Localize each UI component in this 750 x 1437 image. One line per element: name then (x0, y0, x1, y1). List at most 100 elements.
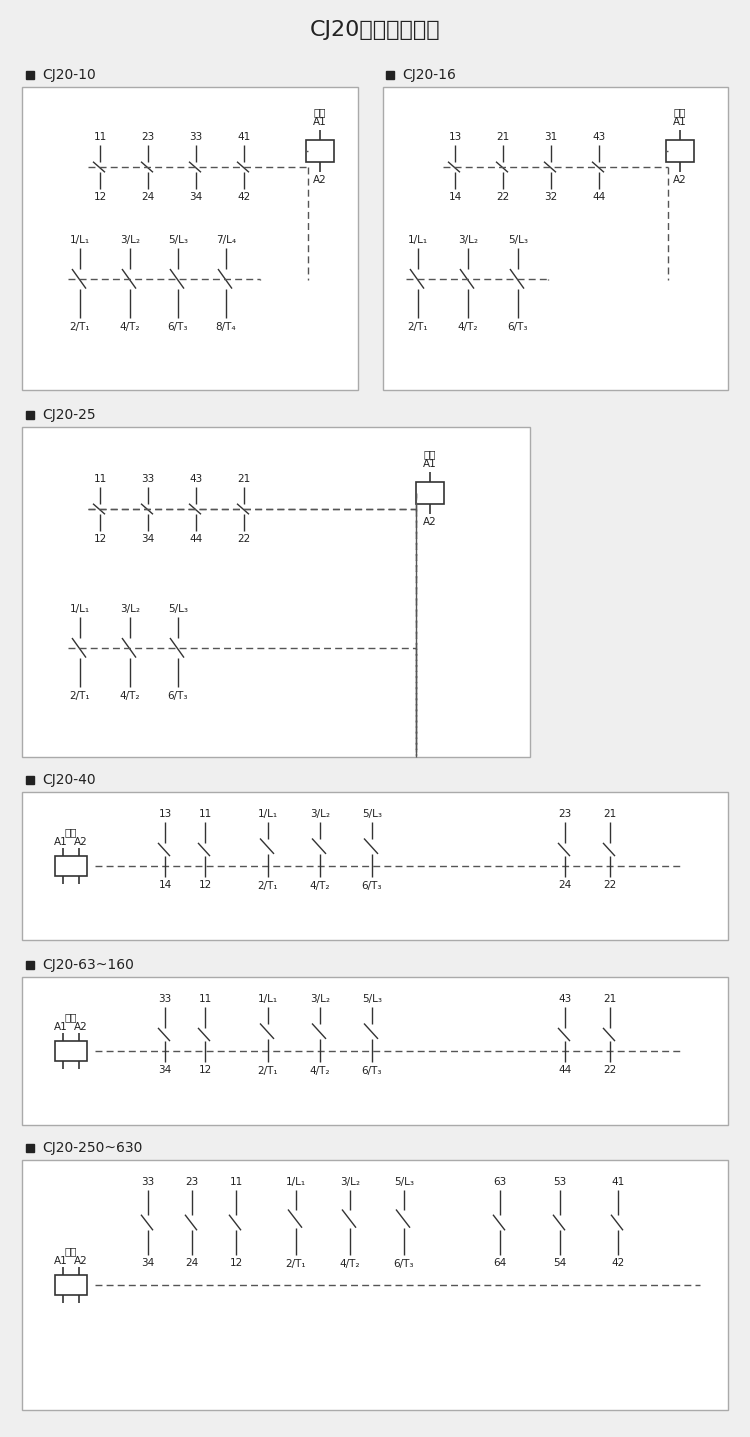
Bar (306, 139, 334, 162)
Text: 6/T₃: 6/T₃ (508, 322, 528, 332)
Text: 4/T₂: 4/T₂ (310, 881, 330, 891)
Text: 24: 24 (185, 1257, 199, 1267)
Text: 6/T₃: 6/T₃ (394, 1259, 414, 1269)
Bar (383, 88, 728, 389)
Text: 2/T₁: 2/T₁ (70, 322, 90, 332)
Text: 5/L₃: 5/L₃ (168, 236, 188, 244)
Text: 21: 21 (237, 474, 250, 484)
Text: 2/T₁: 2/T₁ (258, 1066, 278, 1076)
Text: 3/L₂: 3/L₂ (340, 1177, 360, 1187)
Text: 33: 33 (141, 1177, 154, 1187)
Text: 43: 43 (189, 474, 202, 484)
Text: A1: A1 (54, 836, 68, 846)
Text: 44: 44 (592, 193, 606, 203)
Text: 12: 12 (198, 879, 211, 890)
Text: 53: 53 (554, 1177, 567, 1187)
Text: A2: A2 (674, 175, 687, 185)
Text: 54: 54 (554, 1257, 567, 1267)
Text: 4/T₂: 4/T₂ (458, 322, 478, 332)
Text: CJ20-25: CJ20-25 (42, 408, 96, 422)
Text: 32: 32 (544, 193, 557, 203)
Text: 33: 33 (189, 132, 202, 142)
Text: 电源: 电源 (424, 448, 436, 458)
Text: 34: 34 (189, 193, 202, 203)
Text: A2: A2 (74, 1022, 88, 1032)
Text: CJ20接触器接线图: CJ20接触器接线图 (310, 20, 440, 40)
Text: 12: 12 (93, 535, 106, 545)
Text: 24: 24 (141, 193, 154, 203)
Text: 43: 43 (558, 994, 572, 1004)
Text: CJ20-16: CJ20-16 (402, 68, 456, 82)
Text: 23: 23 (558, 809, 572, 819)
Text: 34: 34 (158, 1065, 172, 1075)
Text: A1: A1 (423, 458, 436, 468)
Text: 1/L₁: 1/L₁ (408, 236, 428, 244)
Text: 电源: 电源 (64, 1246, 77, 1256)
Text: 14: 14 (158, 879, 172, 890)
Text: 11: 11 (198, 994, 211, 1004)
Text: 电源: 电源 (674, 106, 686, 116)
Text: 2/T₁: 2/T₁ (258, 881, 278, 891)
Text: 22: 22 (603, 879, 616, 890)
Text: 4/T₂: 4/T₂ (120, 691, 140, 701)
Bar (666, 139, 694, 162)
Text: 3/L₂: 3/L₂ (458, 236, 478, 244)
Text: 23: 23 (141, 132, 154, 142)
Text: 12: 12 (93, 193, 106, 203)
Text: 1/L₁: 1/L₁ (70, 604, 90, 614)
Text: 5/L₃: 5/L₃ (394, 1177, 414, 1187)
Text: 电源: 电源 (64, 828, 77, 836)
Text: 11: 11 (230, 1177, 243, 1187)
Text: 6/T₃: 6/T₃ (362, 1066, 382, 1076)
Text: 11: 11 (93, 132, 106, 142)
Text: 1/L₁: 1/L₁ (286, 1177, 306, 1187)
Text: 21: 21 (496, 132, 510, 142)
Text: 31: 31 (544, 132, 557, 142)
Text: 22: 22 (496, 193, 510, 203)
Bar (55, 856, 87, 877)
Text: 3/L₂: 3/L₂ (120, 236, 140, 244)
Text: CJ20-250~630: CJ20-250~630 (42, 1141, 142, 1155)
Bar (22, 1160, 728, 1410)
Text: 5/L₃: 5/L₃ (508, 236, 528, 244)
Text: 44: 44 (189, 535, 202, 545)
Text: 8/T₄: 8/T₄ (216, 322, 236, 332)
Text: 33: 33 (141, 474, 154, 484)
Text: 14: 14 (448, 193, 461, 203)
Text: 2/T₁: 2/T₁ (408, 322, 428, 332)
Bar (22, 88, 358, 389)
Text: 7/L₄: 7/L₄ (216, 236, 236, 244)
Text: A1: A1 (54, 1022, 68, 1032)
Bar (416, 481, 444, 504)
Text: 22: 22 (237, 535, 250, 545)
Text: 电源: 电源 (314, 106, 326, 116)
Text: 2/T₁: 2/T₁ (286, 1259, 306, 1269)
Bar (22, 977, 728, 1125)
Text: 3/L₂: 3/L₂ (310, 994, 330, 1004)
Text: 12: 12 (230, 1257, 243, 1267)
Text: 41: 41 (237, 132, 250, 142)
Text: 42: 42 (611, 1257, 625, 1267)
Text: 6/T₃: 6/T₃ (168, 322, 188, 332)
Text: A1: A1 (314, 116, 327, 126)
Bar (22, 427, 530, 757)
Text: 21: 21 (603, 994, 616, 1004)
Text: 4/T₂: 4/T₂ (120, 322, 140, 332)
Text: 电源: 电源 (64, 1012, 77, 1022)
Text: 1/L₁: 1/L₁ (70, 236, 90, 244)
Bar (22, 792, 728, 940)
Text: 21: 21 (603, 809, 616, 819)
Text: 23: 23 (185, 1177, 199, 1187)
Text: 5/L₃: 5/L₃ (362, 994, 382, 1004)
Text: 34: 34 (141, 1257, 154, 1267)
Text: A2: A2 (423, 517, 436, 527)
Text: A2: A2 (314, 175, 327, 185)
Text: 12: 12 (198, 1065, 211, 1075)
Text: 11: 11 (198, 809, 211, 819)
Text: 63: 63 (494, 1177, 507, 1187)
Text: 44: 44 (558, 1065, 572, 1075)
Text: 3/L₂: 3/L₂ (310, 809, 330, 819)
Text: A2: A2 (74, 836, 88, 846)
Text: 6/T₃: 6/T₃ (362, 881, 382, 891)
Text: 64: 64 (494, 1257, 507, 1267)
